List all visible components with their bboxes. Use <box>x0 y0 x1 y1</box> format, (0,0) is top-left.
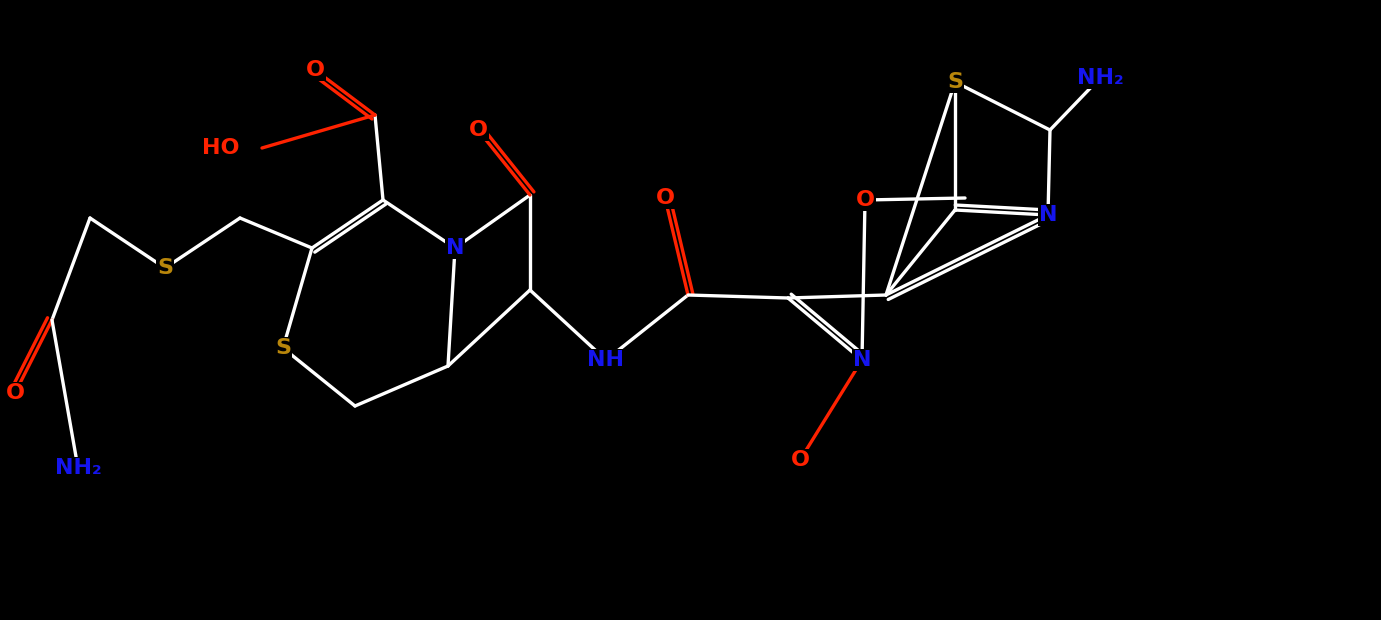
Text: O: O <box>656 188 674 208</box>
Text: S: S <box>275 338 291 358</box>
Text: O: O <box>6 383 25 403</box>
Text: NH₂: NH₂ <box>55 458 101 478</box>
Text: NH: NH <box>587 350 624 370</box>
Text: O: O <box>790 450 809 470</box>
Text: O: O <box>855 190 874 210</box>
Text: N: N <box>1039 205 1058 225</box>
Text: S: S <box>947 72 963 92</box>
Text: S: S <box>157 258 173 278</box>
Text: N: N <box>446 238 464 258</box>
Text: NH₂: NH₂ <box>1077 68 1123 88</box>
Text: N: N <box>852 350 871 370</box>
Text: O: O <box>305 60 325 80</box>
Text: HO: HO <box>203 138 240 158</box>
Text: O: O <box>468 120 487 140</box>
